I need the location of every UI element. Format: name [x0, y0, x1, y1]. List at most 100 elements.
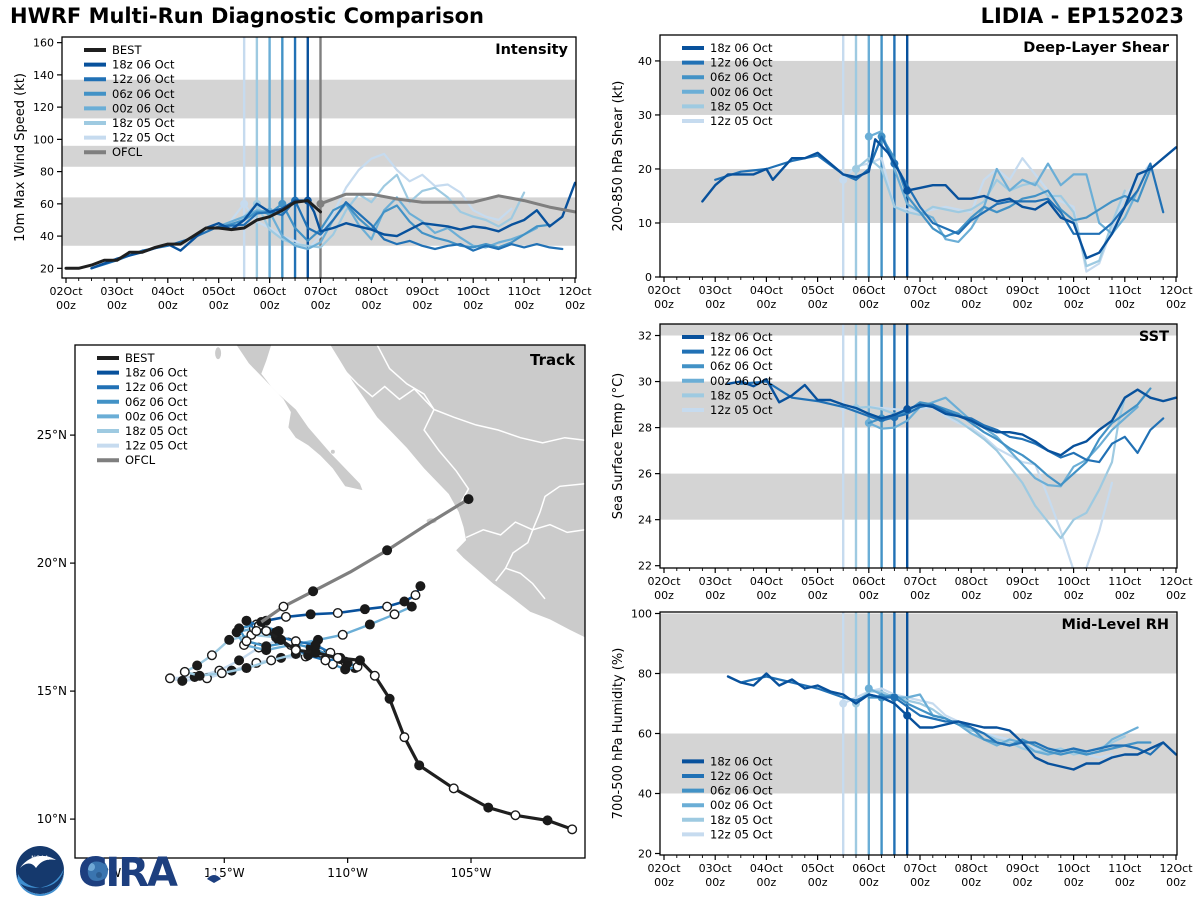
track-marker: [415, 581, 426, 592]
cira-logo-text: CIRA: [78, 850, 178, 896]
track-marker: [382, 601, 393, 612]
x-tick-label: 12Oct: [1159, 575, 1193, 588]
x-tick-label: 12Oct: [1159, 284, 1193, 297]
track-marker: [389, 609, 400, 620]
y-tick-label: 100: [33, 133, 54, 146]
panel-track: 120°W115°W110°W105°W10°N15°N20°N25°NTrac…: [37, 344, 586, 880]
x-tick-label: 05Oct: [801, 284, 835, 297]
track-marker: [251, 625, 262, 636]
track-marker: [399, 732, 410, 743]
init-dot: [903, 405, 912, 414]
legend-label-intensity-1: 18z 06 Oct: [112, 58, 175, 72]
y-tick-label: 26: [638, 468, 652, 481]
lat-tick-label: 20°N: [37, 556, 67, 570]
x-tick-label: 07Oct: [903, 862, 937, 875]
track-marker: [177, 675, 188, 686]
track-marker: [463, 494, 474, 505]
legend-label-rh-0: 18z 06 Oct: [710, 754, 773, 768]
y-tick-label: 20: [638, 848, 652, 861]
x-tick-label2: 00z: [1166, 589, 1186, 602]
legend-label-shear-0: 18z 06 Oct: [710, 41, 773, 55]
x-tick-label2: 00z: [1115, 298, 1135, 311]
panel-frame: [659, 34, 1178, 278]
y-axis-label-sst: Sea Surface Temp (°C): [611, 373, 626, 520]
x-tick-label: 11Oct: [508, 285, 542, 298]
track-marker: [337, 629, 348, 640]
x-tick-label2: 00z: [757, 589, 777, 602]
legend-label-shear-4: 18z 05 Oct: [710, 99, 773, 113]
init-dot: [240, 199, 249, 208]
track-marker: [192, 660, 203, 671]
y-tick-label: 60: [40, 198, 54, 211]
series-shear-18z 06 Oct: [701, 138, 1177, 260]
legend-label-track-7: OFCL: [125, 453, 156, 467]
legend-label-track-6: 12z 05 Oct: [125, 439, 188, 453]
x-tick-label: 09Oct: [1006, 862, 1040, 875]
y-tick-label: 160: [33, 37, 54, 50]
band: [660, 60, 1177, 115]
cira-logo: CIRA: [78, 850, 223, 896]
panel-rh: 02Oct00z03Oct00z04Oct00z05Oct00z06Oct00z…: [611, 608, 1193, 890]
x-tick-label: 06Oct: [253, 285, 287, 298]
track-marker: [224, 634, 235, 645]
x-tick-label2: 00z: [1013, 589, 1033, 602]
track-marker: [399, 596, 410, 607]
x-tick-label2: 00z: [514, 299, 534, 312]
x-tick-label: 02Oct: [647, 284, 681, 297]
x-tick-label2: 00z: [56, 299, 76, 312]
x-tick-label: 09Oct: [1006, 284, 1040, 297]
track-marker: [310, 647, 321, 658]
x-tick-label2: 00z: [961, 876, 981, 889]
panel-frame: [61, 36, 577, 279]
y-tick-label: 28: [638, 422, 652, 435]
y-tick-label: 140: [33, 69, 54, 82]
x-tick-label: 06Oct: [852, 862, 886, 875]
legend-label-sst-0: 18z 06 Oct: [710, 330, 773, 344]
x-tick-label2: 00z: [808, 298, 828, 311]
legend-label-rh-1: 12z 06 Oct: [710, 769, 773, 783]
y-tick-label: 30: [638, 109, 652, 122]
x-tick-label2: 00z: [1166, 876, 1186, 889]
x-tick-label: 02Oct: [49, 285, 83, 298]
legend-label-track-0: BEST: [125, 351, 155, 365]
x-tick-label: 12Oct: [558, 285, 592, 298]
track-marker: [332, 608, 343, 619]
x-tick-label2: 00z: [808, 589, 828, 602]
track-marker: [567, 824, 578, 835]
y-tick-label: 22: [638, 560, 652, 573]
land-polygon: [330, 345, 585, 638]
y-tick-label: 32: [638, 330, 652, 343]
x-tick-label: 07Oct: [903, 284, 937, 297]
storm-id: LIDIA - EP152023: [980, 4, 1184, 28]
lat-tick-label: 10°N: [37, 812, 67, 826]
panel-title-track: Track: [530, 351, 576, 369]
legend-label-intensity-3: 06z 06 Oct: [112, 87, 175, 101]
state-border: [504, 529, 534, 569]
state-border: [433, 408, 585, 444]
series-intensity-BEST: [64, 199, 322, 270]
x-tick-label: 08Oct: [955, 575, 989, 588]
x-tick-label2: 00z: [1115, 589, 1135, 602]
panel-sst: 02Oct00z03Oct00z04Oct00z05Oct00z06Oct00z…: [611, 323, 1193, 602]
x-tick-label: 07Oct: [304, 285, 338, 298]
state-border: [376, 345, 435, 410]
x-tick-label2: 00z: [757, 298, 777, 311]
track-marker: [369, 670, 380, 681]
track-marker: [510, 810, 521, 821]
track-marker: [410, 590, 421, 601]
track-BEST: [259, 621, 573, 831]
track-marker: [305, 609, 316, 620]
y-tick-label: 80: [638, 668, 652, 681]
panel-shear: 02Oct00z03Oct00z04Oct00z05Oct00z06Oct00z…: [611, 34, 1193, 311]
legend-label-shear-2: 06z 06 Oct: [710, 70, 773, 84]
init-dot: [839, 699, 848, 708]
y-tick-label: 40: [638, 55, 652, 68]
x-tick-label: 05Oct: [202, 285, 236, 298]
y-tick-label: 120: [33, 101, 54, 114]
legend-label-shear-5: 12z 05 Oct: [710, 114, 773, 128]
panel-title-shear: Deep-Layer Shear: [1023, 40, 1170, 56]
